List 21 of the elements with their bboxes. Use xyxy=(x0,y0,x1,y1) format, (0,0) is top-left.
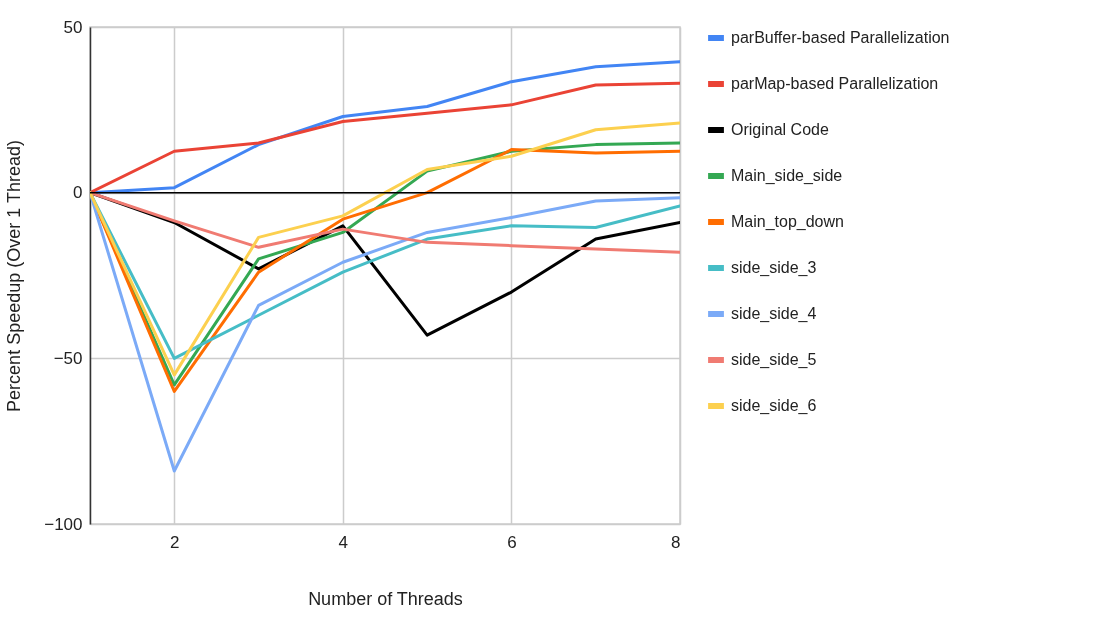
legend-label: Original Code xyxy=(731,121,829,138)
x-tick-label: 2 xyxy=(170,532,180,552)
y-tick-label: −50 xyxy=(53,348,83,368)
legend-label: Main_top_down xyxy=(731,213,844,231)
x-tick-label: 6 xyxy=(507,532,517,552)
legend-label: side_side_3 xyxy=(731,259,817,277)
y-tick-label: 50 xyxy=(63,17,83,37)
y-axis-title: Percent Speedup (Over 1 Thread) xyxy=(4,140,25,412)
line-series xyxy=(90,191,680,254)
legend-label: side_side_6 xyxy=(731,397,817,415)
y-tick-label: −100 xyxy=(44,514,83,534)
x-tick-label: 8 xyxy=(671,532,681,552)
x-tick-label: 4 xyxy=(338,532,349,552)
legend-label: side_side_4 xyxy=(731,305,817,323)
legend-label: parBuffer-based Parallelization xyxy=(731,29,950,46)
line-series xyxy=(90,81,680,195)
legend-label: side_side_5 xyxy=(731,351,817,369)
legend-label: Main_side_side xyxy=(731,167,843,185)
legend-label: parMap-based Parallelization xyxy=(731,75,939,92)
y-tick-label: 0 xyxy=(73,183,83,203)
x-axis-title: Number of Threads xyxy=(308,588,463,609)
